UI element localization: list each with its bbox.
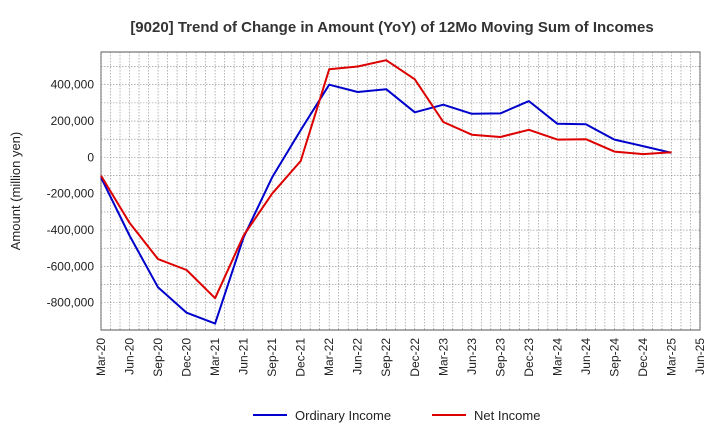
x-tick-label: Mar-23 [436,338,450,376]
x-tick-label: Sep-22 [379,338,393,377]
y-axis-label: Amount (million yen) [8,132,23,251]
x-tick-label: Jun-23 [465,338,479,375]
x-tick-label: Jun-21 [237,338,251,375]
y-tick-label: -600,000 [47,259,95,273]
x-tick-label: Jun-24 [579,338,593,375]
x-tick-label: Sep-24 [607,338,621,377]
y-tick-label: 400,000 [51,78,95,92]
legend-label: Ordinary Income [295,408,391,423]
x-tick-label: Sep-23 [493,338,507,377]
series-line-ordinary-income [100,83,672,325]
x-tick-label: Dec-23 [522,338,536,377]
y-tick-label: -200,000 [47,187,95,201]
x-tick-label: Sep-21 [265,338,279,377]
y-tick-label: -400,000 [47,223,95,237]
x-tick-label: Jun-20 [123,338,137,375]
legend: Ordinary Income Net Income [253,408,540,423]
plot-frame [100,51,701,331]
x-tick-label: Jun-25 [693,338,707,375]
plot-area [100,51,701,331]
x-tick-label: Dec-22 [408,338,422,377]
x-axis-ticks: Mar-20 Jun-20 Sep-20 Dec-20 Mar-21 Jun-21 Sep-… [94,338,707,377]
x-tick-label: Dec-21 [294,338,308,377]
x-tick-label: Dec-20 [180,338,194,377]
x-tick-label: Dec-24 [636,338,650,377]
x-tick-label: Sep-20 [151,338,165,377]
x-tick-label: Mar-21 [208,338,222,376]
x-tick-label: Mar-24 [550,338,564,376]
chart-title: [9020] Trend of Change in Amount (YoY) o… [130,19,653,36]
x-tick-label: Jun-22 [351,338,365,375]
y-tick-label: -800,000 [47,296,95,310]
legend-label: Net Income [474,408,540,423]
x-tick-label: Mar-22 [322,338,336,376]
series-line-net-income [100,59,672,300]
y-tick-label: 200,000 [51,114,95,128]
x-tick-label: Mar-20 [94,338,108,376]
x-tick-label: Mar-25 [664,338,678,376]
y-axis-ticks: -800,000 -600,000 -400,000 -200,000 0 200,000… [47,78,95,310]
y-tick-label: 0 [87,150,94,164]
